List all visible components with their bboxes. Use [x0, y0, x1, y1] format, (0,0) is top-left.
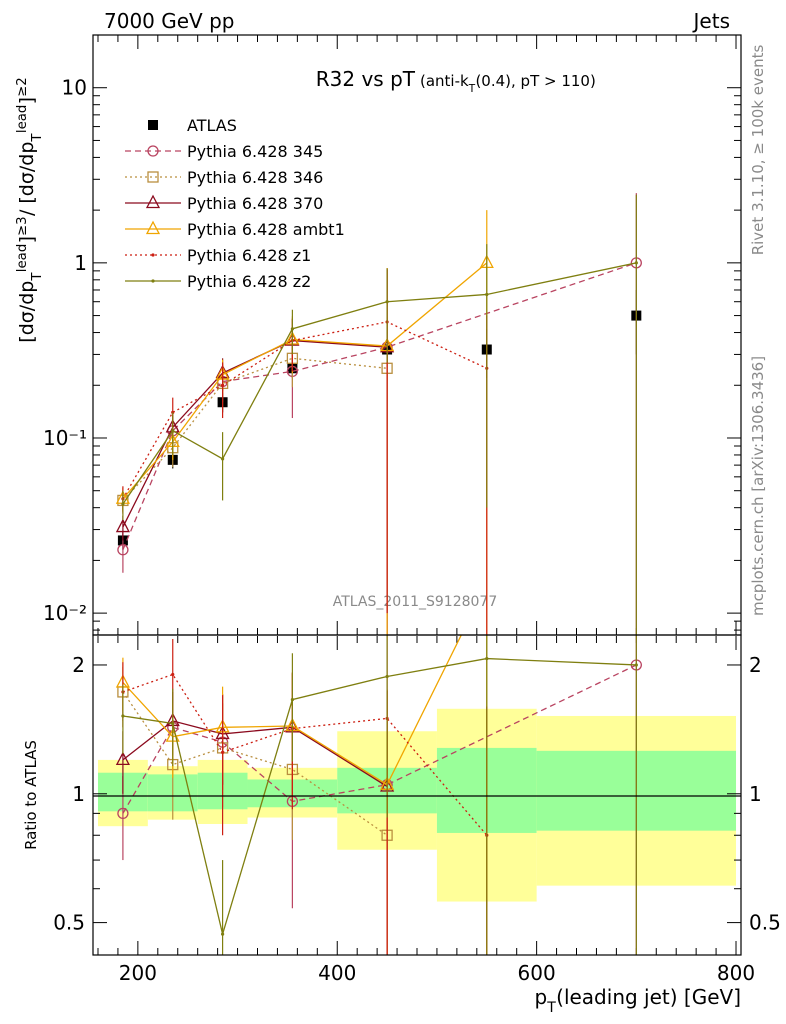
series-lower-5 [121, 635, 638, 955]
legend-label: Pythia 6.428 ambt1 [187, 220, 345, 239]
upper-ylabel: [dσ/dpT lead ]≥3 / [dσ/dpT lead ]≥2 [15, 77, 45, 342]
lower-ytick-label-right: 2 [749, 653, 762, 677]
xtick-label: 400 [318, 961, 356, 985]
point-lower [221, 932, 225, 936]
lower-ytick-label: 2 [72, 653, 85, 677]
upper-ytick-label: 10 [62, 76, 87, 100]
point-lower [385, 674, 389, 679]
xtick-label: 600 [518, 961, 556, 985]
plot-title-sub: (anti-kT (0.4), pT > 110) [420, 72, 596, 95]
series-upper-0 [117, 289, 642, 550]
legend-marker [147, 145, 159, 157]
series-line-upper-3 [122, 339, 388, 528]
legend: ATLAS Pythia 6.428 345 Pythia 6.428 346 Pyt… [125, 116, 345, 291]
upper-ytick-label: 10⁻² [43, 601, 87, 625]
series-line-upper-2 [122, 357, 388, 501]
legend-marker [151, 253, 155, 257]
point-lower [171, 672, 175, 677]
series-line-upper-1 [122, 262, 637, 551]
point-lower [634, 663, 638, 667]
lower-ytick-label: 0.5 [53, 911, 85, 935]
legend-label: Pythia 6.428 z1 [187, 246, 311, 265]
x-axis-label: pT (leading jet) [GeV] [535, 985, 741, 1016]
point-upper [634, 261, 638, 265]
legend-marker [147, 171, 159, 183]
legend-marker [148, 120, 158, 130]
lower-frame [92, 634, 742, 956]
lower-ytick-label-right: 0.5 [749, 911, 781, 935]
analysis-watermark: ATLAS_2011_S9128077 [333, 594, 498, 610]
series-line-upper-6 [122, 262, 637, 505]
mcplots-credit: mcplots.cern.ch [arXiv:1306.3436] [749, 356, 767, 616]
point-upper [485, 292, 489, 297]
point-upper [171, 429, 175, 433]
upper-ytick-label: 10⁻¹ [43, 426, 87, 450]
series-line-lower-0 [122, 664, 637, 814]
series-line-lower-3 [122, 635, 463, 786]
upper-ytick-label: 1 [74, 251, 87, 275]
header-right: Jets [692, 9, 730, 33]
point-lower [171, 721, 175, 726]
legend-marker [145, 220, 161, 235]
header-left: 7000 GeV pp [104, 9, 235, 33]
point-lower [290, 697, 294, 702]
lower-ytick-label-right: 1 [749, 782, 762, 806]
series-line-upper-5 [122, 321, 488, 500]
legend-marker [145, 194, 161, 209]
point-upper [290, 327, 294, 331]
lower-ylabel: Ratio to ATLAS [22, 740, 40, 850]
legend-label: Pythia 6.428 345 [187, 142, 323, 161]
point-upper [117, 544, 129, 556]
lower-ytick-label: 1 [72, 782, 85, 806]
plot-title: R32 vs pT [316, 67, 416, 91]
point-upper [121, 502, 125, 506]
rivet-version: Rivet 3.1.10, ≥ 100k events [749, 45, 767, 256]
legend-marker [151, 279, 155, 283]
point-lower [117, 807, 129, 820]
point-lower [221, 750, 225, 754]
point-lower [121, 714, 125, 718]
point-lower [485, 656, 489, 661]
series-line-upper-4 [122, 262, 488, 500]
point-upper [221, 457, 225, 461]
legend-label: Pythia 6.428 346 [187, 168, 323, 187]
legend-label: ATLAS [187, 116, 237, 135]
xtick-label: 800 [717, 961, 755, 985]
series-upper-6 [121, 194, 638, 635]
point-upper [385, 300, 389, 304]
uncertainty-bands [97, 708, 737, 902]
point-upper [221, 383, 225, 387]
point-upper [115, 518, 130, 533]
legend-label: Pythia 6.428 z2 [187, 272, 311, 291]
point-lower [115, 751, 130, 766]
legend-label: Pythia 6.428 370 [187, 194, 323, 213]
xtick-label: 200 [119, 961, 157, 985]
